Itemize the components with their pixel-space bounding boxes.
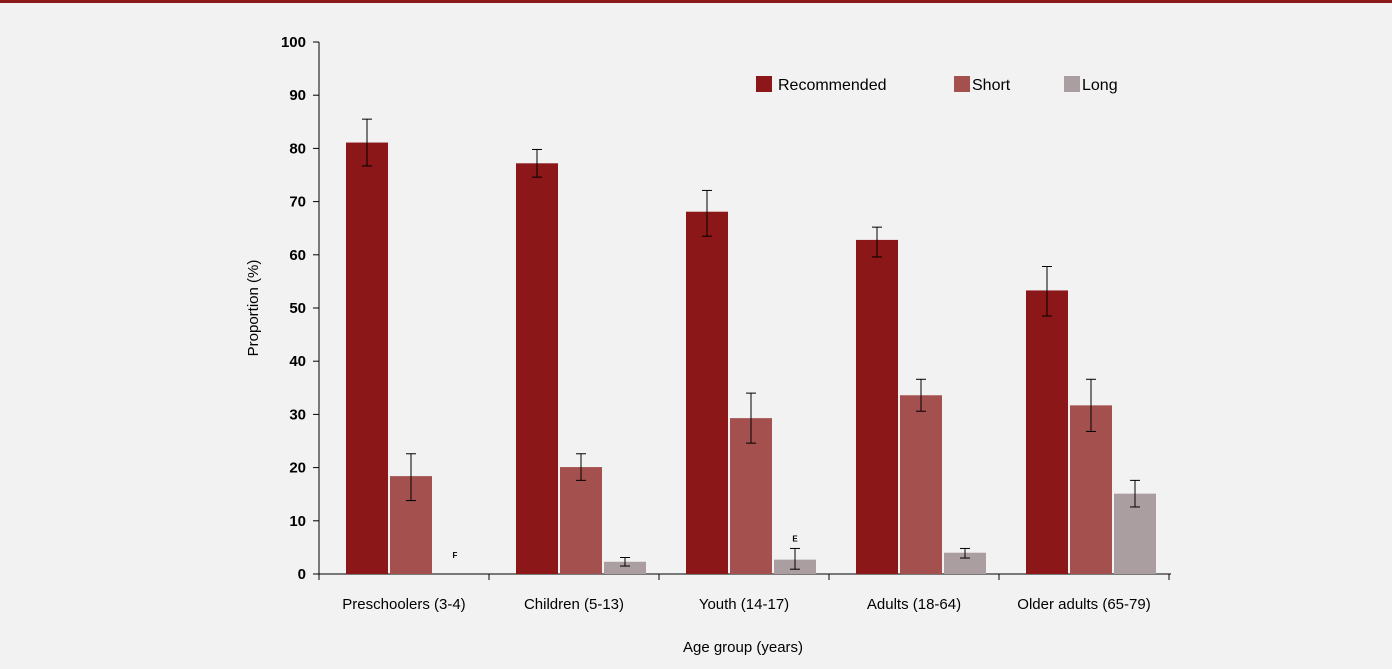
x-axis-ticks xyxy=(318,574,1170,580)
bars-group xyxy=(346,142,1156,575)
bar-short-children-5-13 xyxy=(560,467,602,574)
y-axis-title: Proportion (%) xyxy=(245,260,262,357)
y-tick-label: 10 xyxy=(289,513,306,530)
y-tick-label: 100 xyxy=(281,34,306,51)
legend-swatch-short xyxy=(954,76,970,92)
legend-label-long: Long xyxy=(1082,77,1118,94)
top-rule xyxy=(0,0,1392,3)
bar-short-adults-18-64 xyxy=(900,395,942,574)
data-note-long: E xyxy=(792,534,798,543)
y-tick-label: 90 xyxy=(289,87,306,104)
y-tick-label: 40 xyxy=(289,353,306,370)
category-label-preschoolers-3-4: Preschoolers (3-4) xyxy=(342,596,465,613)
bar-recommended-children-5-13 xyxy=(516,163,558,574)
category-label-children-5-13: Children (5-13) xyxy=(524,596,624,613)
legend-swatch-long xyxy=(1064,76,1080,92)
y-tick-label: 0 xyxy=(298,566,306,583)
y-tick-label: 30 xyxy=(289,406,306,423)
y-tick-label: 20 xyxy=(289,460,306,477)
legend-label-recommended: Recommended xyxy=(778,77,887,94)
x-axis-title: Age group (years) xyxy=(683,639,803,656)
data-note-long: F xyxy=(453,551,458,560)
legend: Recommended Short Long xyxy=(756,76,1118,94)
category-labels: Preschoolers (3-4) Children (5-13) Youth (… xyxy=(342,596,1150,613)
category-label-youth-14-17: Youth (14-17) xyxy=(699,596,789,613)
bar-recommended-youth-14-17 xyxy=(686,211,728,574)
legend-label-short: Short xyxy=(972,77,1011,94)
legend-swatch-recommended xyxy=(756,76,772,92)
bar-recommended-adults-18-64 xyxy=(856,239,898,575)
bar-long-adults-18-64 xyxy=(944,552,986,574)
y-tick-label: 70 xyxy=(289,194,306,211)
bar-long-children-5-13 xyxy=(604,561,646,574)
y-tick-label: 50 xyxy=(289,300,306,317)
y-tick-label: 60 xyxy=(289,247,306,264)
category-label-adults-18-64: Adults (18-64) xyxy=(867,596,961,613)
bar-recommended-preschoolers-3-4 xyxy=(346,142,388,574)
error-bars-group: FE xyxy=(362,118,1140,570)
y-axis-ticks: 0 10 20 30 40 50 60 70 80 90 100 xyxy=(281,34,319,583)
y-tick-label: 80 xyxy=(289,140,306,157)
bar-short-older-adults-65-79 xyxy=(1070,405,1112,574)
bar-recommended-older-adults-65-79 xyxy=(1026,290,1068,574)
category-label-older-adults-65-79: Older adults (65-79) xyxy=(1017,596,1150,613)
bar-short-youth-14-17 xyxy=(730,418,772,574)
